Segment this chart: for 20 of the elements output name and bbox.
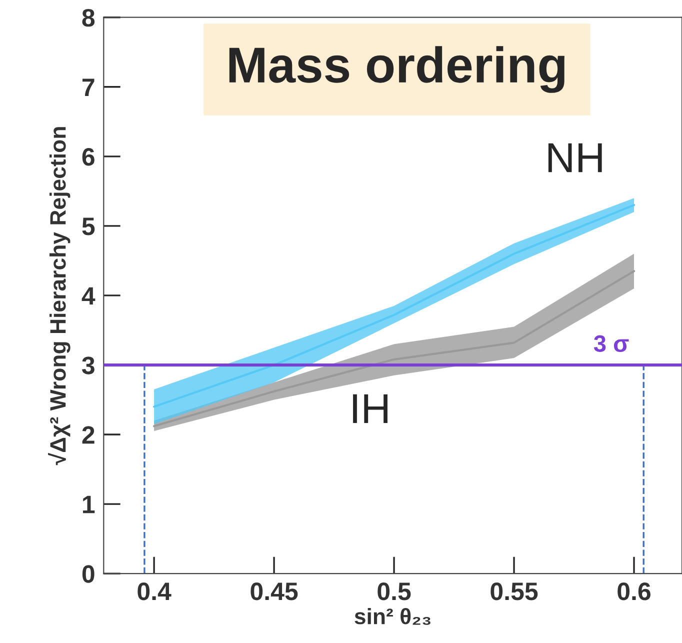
y-tick-label: 6 [82, 148, 94, 166]
x-axis-title: sin² θ₂₃ [354, 608, 430, 625]
x-tick-label: 0.6 [618, 582, 650, 600]
series-label: NH [548, 143, 602, 172]
series-label: IH [353, 394, 388, 423]
y-tick-label: 8 [82, 8, 95, 27]
text: Mass ordering [229, 46, 564, 93]
y-tick-label: 5 [82, 218, 95, 236]
x-tick-label: 0.45 [250, 582, 298, 600]
y-tick-label: 7 [82, 78, 94, 96]
x-tick-label: 0.55 [490, 582, 538, 600]
x-tick-label: 0.5 [378, 582, 411, 600]
y-tick-label: 1 [83, 496, 95, 514]
y-axis-title: √Δχ² Wrong Hierarchy Rejection [48, 127, 70, 466]
y-tick-label: 3 [82, 356, 94, 374]
y-tick-label: 2 [82, 426, 94, 444]
y-tick-label: 0 [82, 565, 94, 583]
y-tick-label: 4 [82, 287, 96, 305]
ref-line-label: 3 σ [594, 335, 629, 352]
x-tick-label: 0.4 [138, 582, 172, 600]
